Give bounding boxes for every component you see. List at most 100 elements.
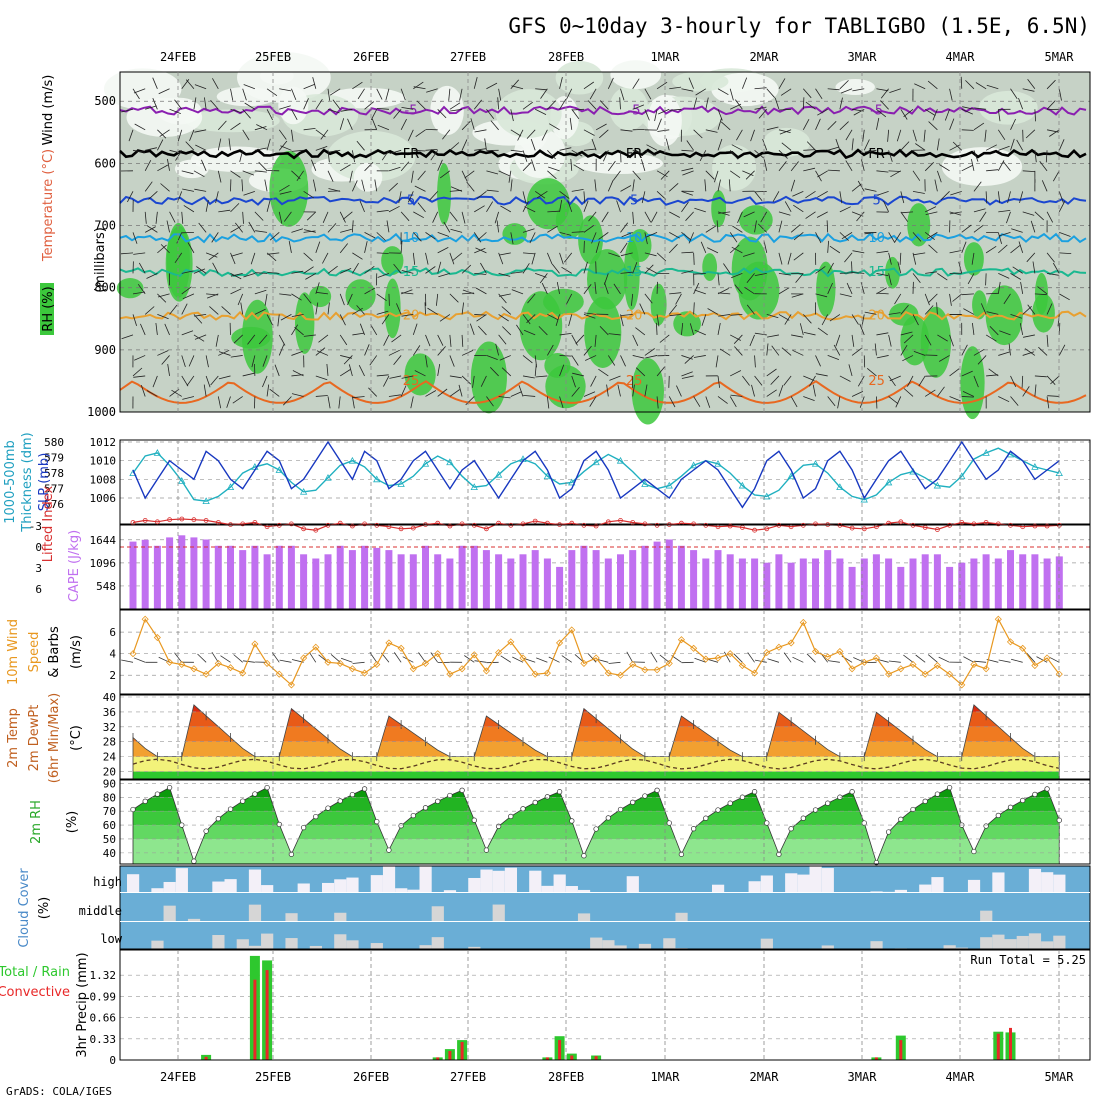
wind-barb — [166, 220, 170, 233]
wind-barb — [771, 345, 780, 356]
cape-bar — [531, 550, 539, 609]
wind-barb — [278, 334, 286, 346]
wind-barb — [157, 139, 164, 151]
wind-barb — [603, 273, 609, 285]
high-cloud-bar — [748, 881, 761, 892]
wind-barb — [522, 263, 530, 274]
cape-bar — [251, 545, 259, 609]
rh-dry-patch — [978, 90, 1038, 125]
wind-barb — [973, 150, 979, 162]
wind-barb — [239, 150, 244, 162]
wind-barb — [730, 370, 742, 377]
wind-barb — [221, 306, 231, 315]
wind-barb — [484, 138, 487, 151]
high-cloud-bar — [809, 866, 822, 892]
temp-axis-label-3: (6hr Min/Max) — [47, 693, 62, 783]
wind-barb — [357, 88, 365, 100]
wind-barb — [254, 308, 266, 315]
wind-barb — [523, 395, 536, 397]
temp-band — [133, 756, 1060, 772]
wind-barb — [644, 252, 657, 257]
wind-barb — [359, 200, 365, 213]
wind-barb — [1022, 88, 1035, 92]
wind-barb — [934, 179, 938, 192]
wind-barb — [155, 322, 158, 335]
wind-barb — [619, 97, 621, 110]
date-label-bottom: 26FEB — [353, 1070, 389, 1084]
wind-barb — [1018, 241, 1024, 254]
wind-barb — [681, 149, 694, 152]
wind-marker — [702, 655, 710, 663]
wind-barb — [961, 241, 967, 254]
wind-barb — [194, 129, 207, 133]
wind-barb — [534, 363, 537, 376]
rh-moist-patch — [294, 292, 315, 354]
wind-barb — [169, 149, 182, 154]
contour-label: 5 — [872, 194, 880, 209]
wind-barb — [448, 88, 451, 101]
wind-barb — [185, 79, 195, 90]
wind-barb — [949, 334, 954, 347]
lifted-marker — [191, 517, 197, 523]
wind-barb — [607, 355, 616, 366]
high-cloud-bar — [919, 884, 932, 892]
rh-moist-patch — [384, 278, 401, 339]
rh-moist-patch — [269, 150, 309, 227]
wind-barb — [700, 241, 707, 254]
wind-barb — [639, 303, 646, 315]
wind-barb — [510, 179, 513, 192]
wind-barb — [587, 100, 597, 110]
wind-barb — [529, 232, 536, 244]
wind-barb — [1008, 343, 1011, 356]
wind-barb — [339, 314, 346, 326]
high-cloud-bar — [1028, 868, 1042, 892]
wind-barb — [474, 129, 487, 133]
rh-marker — [361, 786, 368, 792]
wind-marker — [641, 666, 649, 674]
wind-barb — [707, 308, 719, 315]
wind-barb — [887, 129, 890, 142]
wind-barb — [607, 180, 614, 192]
wind-barb — [583, 148, 596, 151]
cape-bar — [482, 550, 490, 609]
wind-barb — [754, 106, 767, 110]
cape-bar — [361, 545, 369, 609]
wind-barb — [746, 273, 755, 283]
wind-barb — [571, 387, 580, 397]
thickness-axis-label-1: 1000-500mb — [3, 440, 18, 524]
lifted-marker — [520, 521, 526, 527]
convective-bar — [448, 1051, 452, 1060]
wind-barb — [169, 388, 180, 397]
wind-barb — [839, 80, 849, 90]
rh-marker — [532, 799, 538, 806]
cape-bar — [714, 550, 722, 609]
wind-barb — [862, 129, 865, 142]
wind-barb — [588, 211, 597, 222]
cape-bar — [970, 558, 978, 609]
rh-moist-patch — [885, 256, 900, 289]
wind-barb — [466, 181, 475, 192]
wind-barb — [496, 220, 500, 233]
wind-barb — [461, 350, 474, 356]
wind-barb — [205, 200, 209, 212]
wind-barb — [856, 211, 865, 222]
wind-barb — [437, 231, 450, 237]
lifted-marker — [995, 521, 1001, 527]
wind-barb — [617, 384, 621, 397]
cape-bar — [787, 562, 795, 609]
wind-barb — [243, 190, 256, 196]
wind-barb — [833, 344, 841, 356]
wind-barb — [563, 252, 573, 263]
wind-barb — [475, 287, 487, 295]
wind-barb — [1010, 273, 1022, 280]
convective-bar — [436, 1057, 440, 1060]
wind-barb — [547, 344, 554, 356]
wind-barb — [754, 272, 767, 276]
wind-marker — [141, 615, 149, 623]
high-cloud-bar — [419, 866, 432, 892]
wind-barb — [1034, 375, 1047, 378]
wind-marker — [373, 660, 381, 669]
wind-barb — [497, 97, 500, 110]
rh-dry-patch — [157, 97, 202, 125]
